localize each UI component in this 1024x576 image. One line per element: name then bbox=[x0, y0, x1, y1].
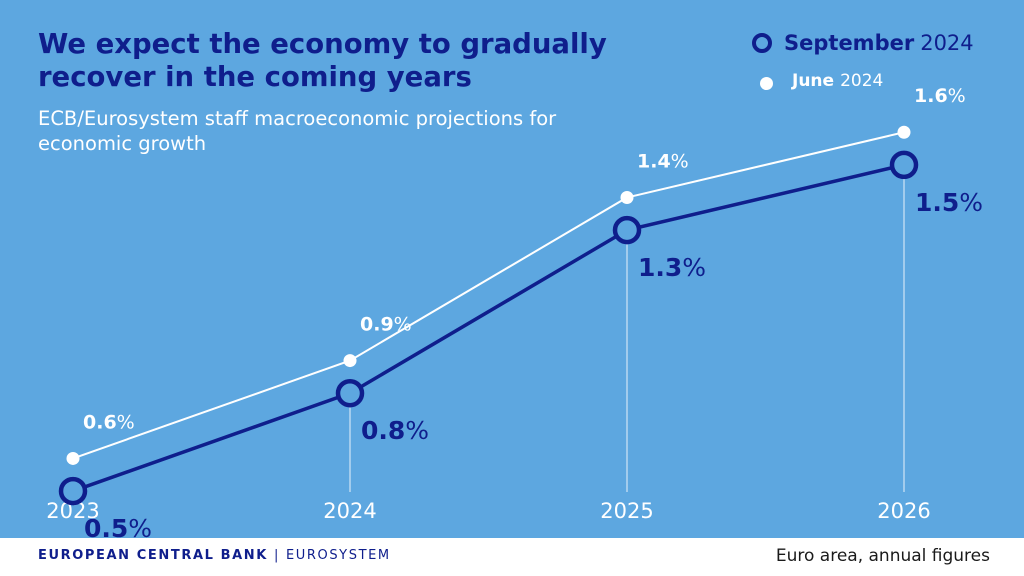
series-line-september bbox=[72, 163, 905, 493]
brand-sub: EUROSYSTEM bbox=[285, 548, 391, 563]
brand-separator: | bbox=[273, 548, 280, 563]
legend-year-september: 2024 bbox=[920, 31, 974, 55]
june-point-2024 bbox=[343, 354, 357, 368]
september-point-2025 bbox=[612, 215, 642, 245]
legend-item-september: September 2024 bbox=[752, 31, 974, 55]
june-label-2025: 1.4% bbox=[637, 150, 689, 172]
september-label-2025: 1.3% bbox=[638, 253, 706, 282]
september-label-2024: 0.8% bbox=[361, 416, 429, 445]
june-point-2026 bbox=[897, 125, 911, 139]
footer-note: Euro area, annual figures bbox=[775, 546, 990, 566]
september-point-2024 bbox=[335, 378, 365, 408]
x-tick-2024: 2024 bbox=[323, 499, 376, 523]
september-label-2023: 0.5% bbox=[84, 514, 152, 538]
chart-panel: We expect the economy to gradually recov… bbox=[0, 0, 1024, 538]
legend-year-june: 2024 bbox=[840, 71, 884, 91]
chart-subtitle: ECB/Eurosystem staff macroeconomic proje… bbox=[38, 107, 557, 155]
september-label-2026: 1.5% bbox=[915, 188, 983, 217]
footer-brand: EUROPEAN CENTRAL BANK | EUROSYSTEM bbox=[38, 548, 391, 563]
june-label-2024: 0.9% bbox=[360, 314, 412, 336]
legend-label-june: June bbox=[792, 71, 835, 91]
legend-ring-icon bbox=[752, 33, 772, 53]
series-line-june bbox=[72, 131, 905, 460]
legend-dot-icon bbox=[760, 76, 773, 90]
september-point-2026 bbox=[889, 150, 919, 180]
june-point-2025 bbox=[620, 190, 634, 204]
june-point-2023 bbox=[66, 451, 80, 465]
chart-title: We expect the economy to gradually recov… bbox=[38, 28, 607, 93]
brand-name: EUROPEAN CENTRAL BANK bbox=[38, 548, 268, 563]
legend-item-june: June 2024 bbox=[760, 71, 883, 91]
september-point-2023 bbox=[58, 476, 88, 506]
june-label-2023: 0.6% bbox=[83, 411, 135, 433]
footer: EUROPEAN CENTRAL BANK | EUROSYSTEM Euro ar… bbox=[0, 538, 1024, 576]
june-label-2026: 1.6% bbox=[914, 85, 966, 107]
x-tick-2026: 2026 bbox=[877, 499, 930, 523]
legend-label-september: September bbox=[784, 31, 915, 55]
line-chart: 2023 2024 2025 20260.6%0.9%1.4%1.6%0.5%0.8%… bbox=[46, 85, 983, 538]
x-tick-2025: 2025 bbox=[600, 499, 653, 523]
